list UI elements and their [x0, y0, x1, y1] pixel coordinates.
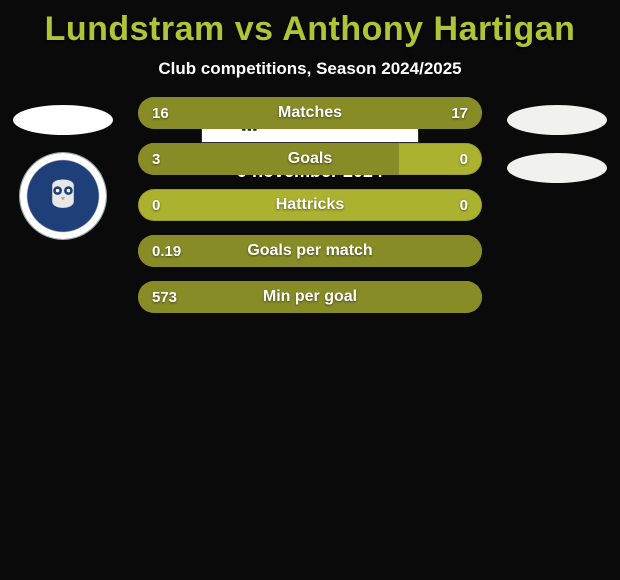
stat-row: 00Hattricks: [138, 189, 482, 221]
stat-row: 1617Matches: [138, 97, 482, 129]
page-title: Lundstram vs Anthony Hartigan: [0, 0, 620, 49]
right-column: [502, 97, 612, 183]
club-badge-left: [20, 153, 106, 239]
stat-label: Matches: [138, 97, 482, 129]
player-photo-placeholder-right-1: [507, 105, 607, 135]
stat-label: Hattricks: [138, 189, 482, 221]
comparison-card: Lundstram vs Anthony Hartigan Club compe…: [0, 0, 620, 580]
player-photo-placeholder-right-2: [507, 153, 607, 183]
stat-label: Goals: [138, 143, 482, 175]
left-column: [8, 97, 118, 239]
stat-row: 30Goals: [138, 143, 482, 175]
stat-label: Min per goal: [138, 281, 482, 313]
stat-row: 573Min per goal: [138, 281, 482, 313]
stats-bars: 1617Matches 30Goals 00Hattricks 0.19Goals p…: [138, 97, 482, 313]
player-photo-placeholder-left: [13, 105, 113, 135]
subtitle: Club competitions, Season 2024/2025: [0, 59, 620, 79]
stat-label: Goals per match: [138, 235, 482, 267]
owl-icon: [36, 169, 90, 223]
stat-row: 0.19Goals per match: [138, 235, 482, 267]
